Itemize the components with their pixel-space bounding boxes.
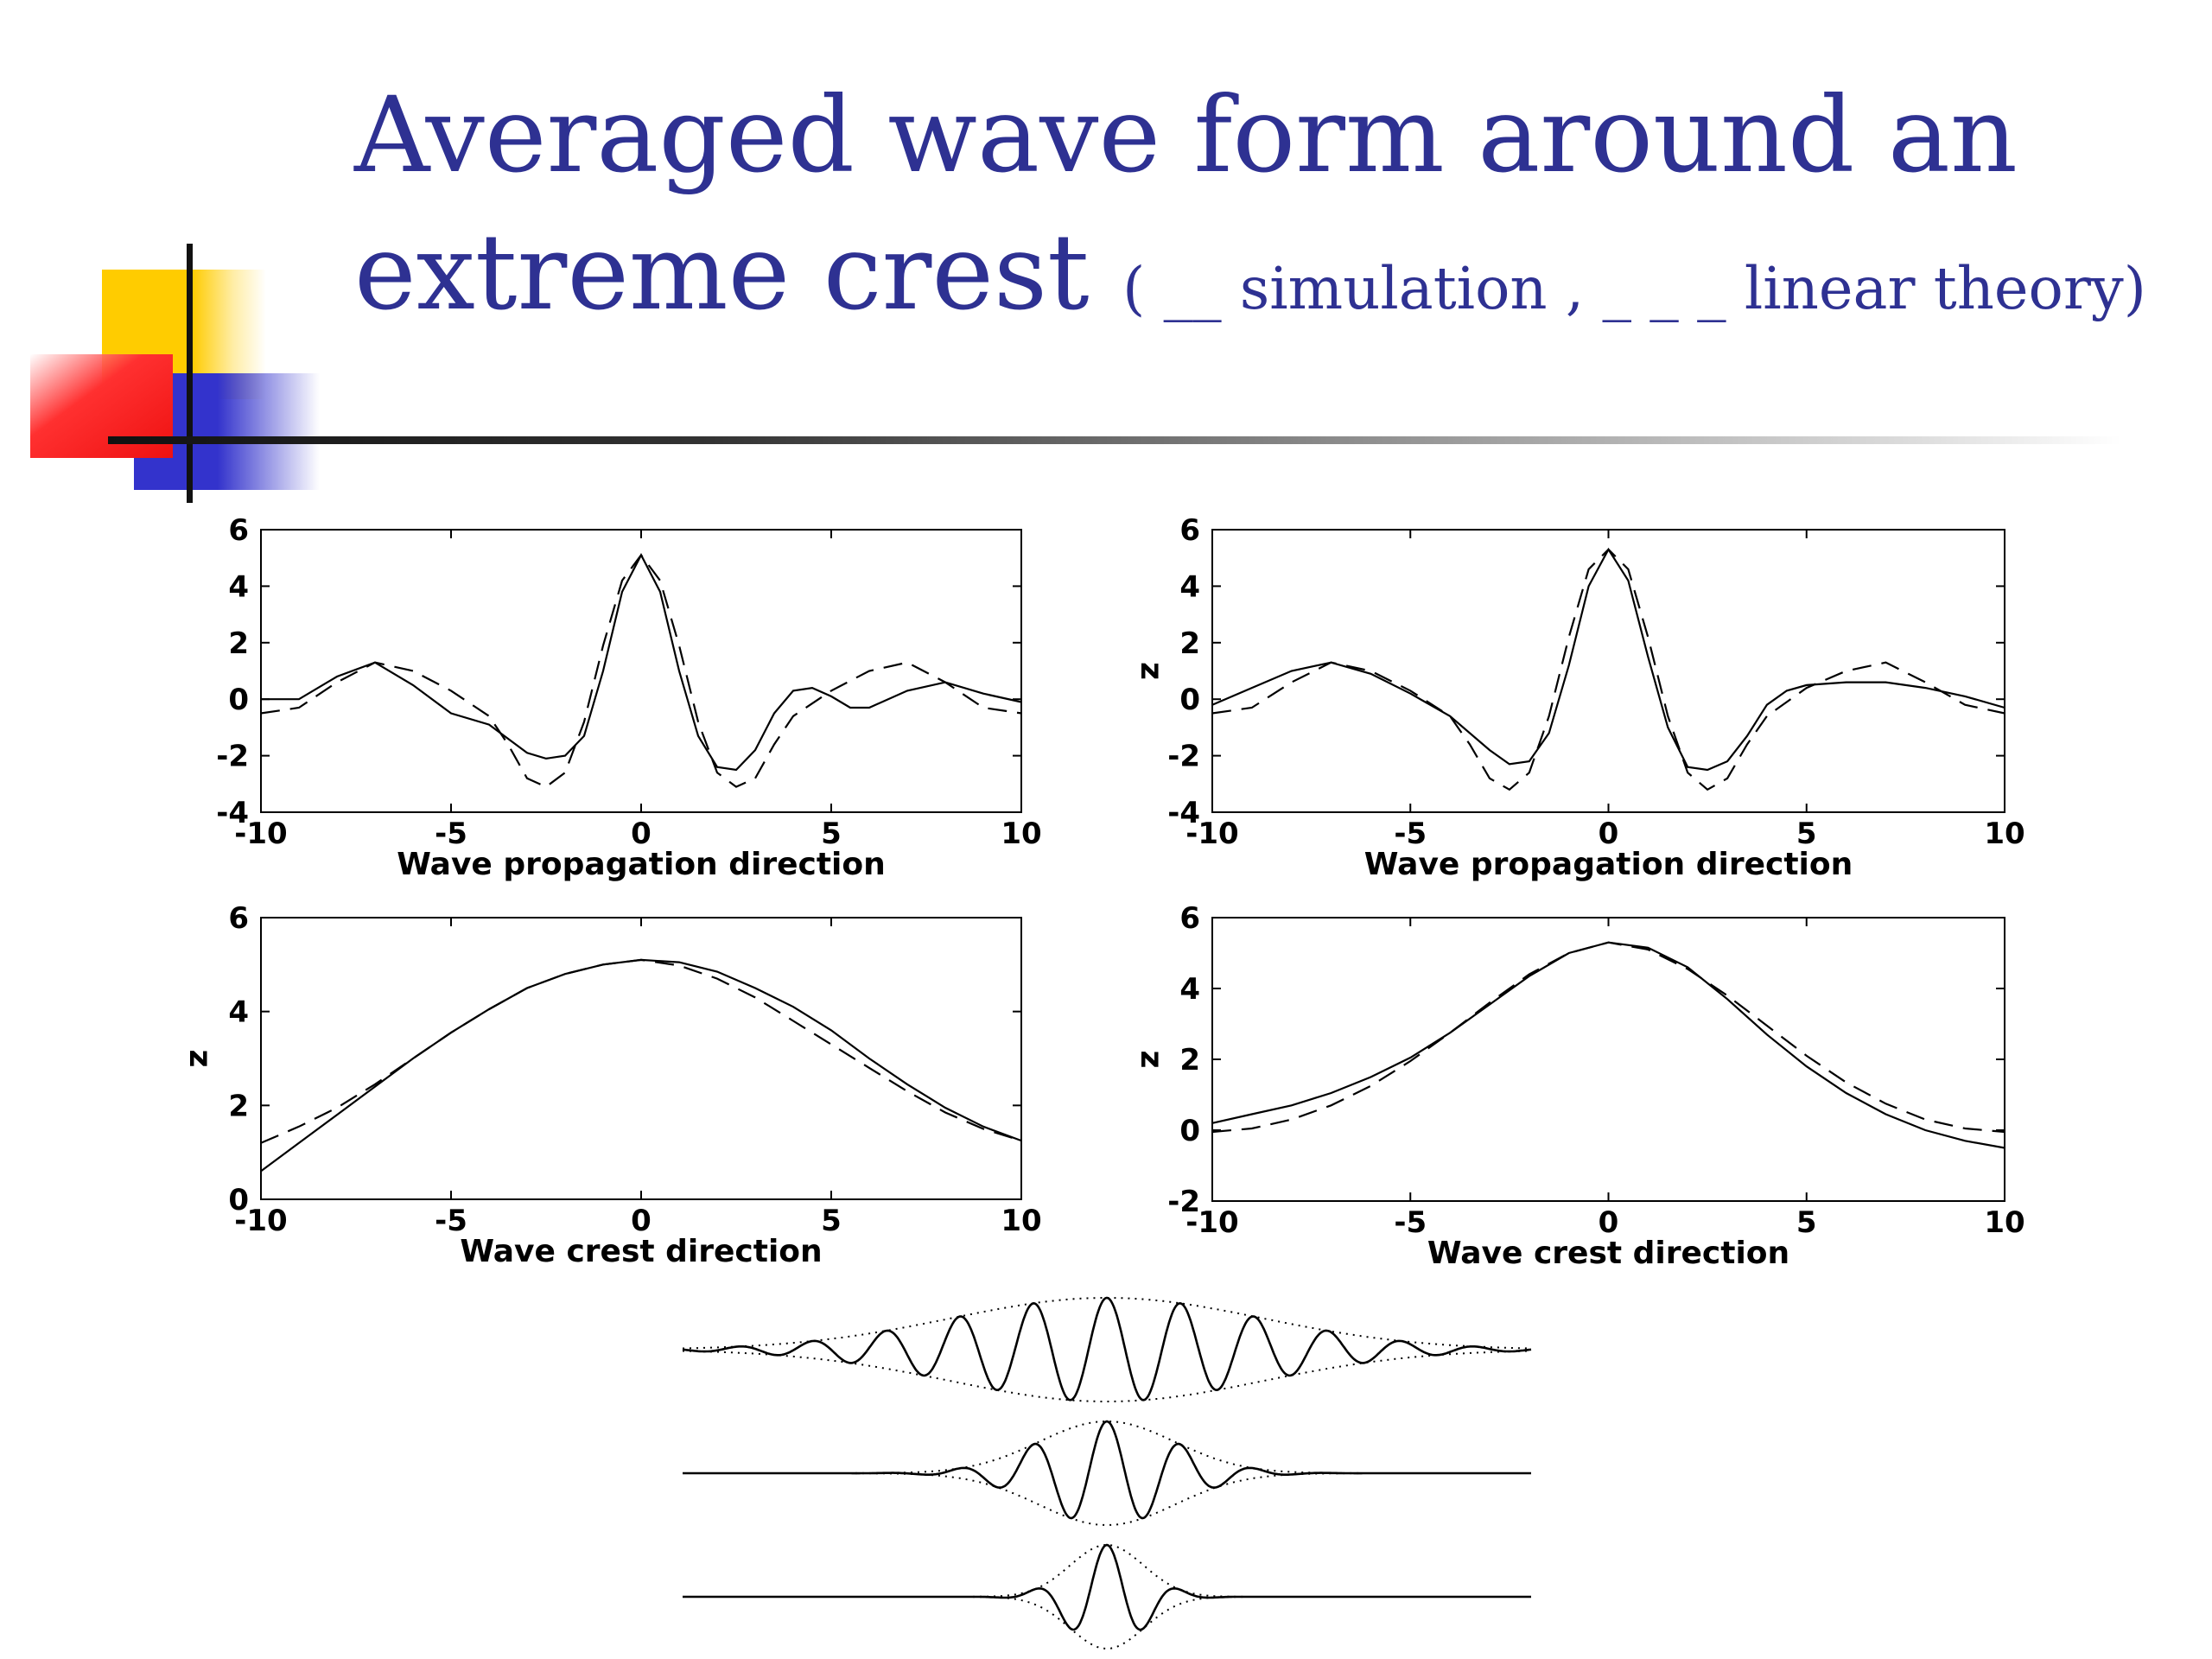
x-tick-label: 5 [1796,1205,1817,1240]
chart-top-right: -10 -5 0 5 10 -4 -2 0 2 4 6 Wave propagation direct… [1134,513,2025,882]
group-envelope-lower [683,1472,1531,1526]
x-tick-label: -10 [1185,817,1238,851]
y-tick-label: 6 [228,901,249,936]
y-tick-label: -2 [1167,1185,1200,1219]
horizontal-rule [108,436,2121,444]
y-tick-label: 4 [1179,972,1200,1007]
x-tick-label: -10 [234,817,287,851]
x-axis-label: Wave crest direction [460,1234,822,1269]
legend-note: ( __ simulation , _ _ _ linear theory) [1122,255,2146,322]
series-line-solid [261,553,1022,772]
y-axis-label: z [182,1050,218,1068]
y-tick-label: 2 [1179,1043,1200,1077]
y-tick-label: 4 [228,569,249,604]
y-tick-label: 0 [228,1183,249,1217]
y-tick-label: -4 [1167,796,1200,830]
x-tick-label: 10 [1984,1205,2024,1240]
wave-group-wide [682,1296,1532,1402]
group-envelope-lower [683,1596,1531,1649]
y-tick-label: 4 [1179,569,1200,604]
series-line-dashed [1211,941,2005,1134]
wave-group-sketches [682,1296,1532,1649]
x-tick-label: 5 [1796,817,1817,851]
slide-title-line-2: extreme crest ( __ simulation , _ _ _ li… [354,220,2146,325]
y-tick-label: 2 [228,626,249,661]
x-tick-label: 10 [1001,1204,1041,1238]
x-tick-label: -10 [1185,1205,1238,1240]
wave-group-narrow [683,1543,1531,1631]
wave-group-medium [683,1420,1531,1520]
x-axis-label: Wave crest direction [1427,1236,1789,1271]
x-tick-label: -5 [435,817,467,851]
y-tick-label: 0 [228,683,249,717]
x-tick-label: 0 [631,817,652,851]
series-line-dashed [1211,548,2005,791]
y-tick-label: 2 [1179,626,1200,661]
y-tick-label: -2 [216,740,249,774]
slide-title-line-1: Averaged wave form around an [354,74,2018,196]
y-tick-label: 6 [1179,901,1200,936]
y-tick-label: 0 [1179,1114,1200,1148]
y-tick-label: -4 [216,796,249,830]
chart-bottom-right: -10 -5 0 5 10 -2 0 2 4 6 Wave crest direction z [1134,901,2025,1271]
series-line-solid [1211,547,2005,772]
x-tick-label: -5 [1394,817,1427,851]
x-tick-label: -10 [234,1204,287,1238]
series-line-dashed [260,553,1022,788]
x-axis-label: Wave propagation direction [1364,847,1853,882]
y-tick-label: 2 [228,1089,249,1123]
x-tick-label: 0 [631,1204,652,1238]
group-envelope-upper [683,1544,1531,1598]
group-envelope-upper [683,1421,1531,1474]
x-axis-label: Wave propagation direction [397,847,886,882]
y-tick-label: 0 [1179,683,1200,717]
y-tick-label: -2 [1167,740,1200,774]
chart-bottom-left: -10 -5 0 5 10 0 2 4 6 Wave crest direction z [182,901,1042,1269]
group-envelope-lower [683,1350,1531,1402]
plot-frame [260,529,1022,813]
x-tick-label: 10 [1984,817,2024,851]
series-line-solid [260,958,1022,1173]
y-axis-label: z [1134,1051,1169,1069]
x-tick-label: 10 [1001,817,1041,851]
series-line-solid [1211,941,2005,1149]
y-tick-label: 6 [1179,513,1200,548]
x-tick-label: -5 [435,1204,467,1238]
x-tick-label: 0 [1599,817,1619,851]
plot-frame [1211,529,2005,813]
x-tick-label: 5 [821,817,842,851]
slide-title-text: extreme crest [354,212,1090,334]
y-axis-label: z [1134,662,1169,680]
series-line-dashed [260,958,1022,1144]
plot-frame [1211,917,2005,1202]
vertical-accent-line [187,244,193,503]
x-tick-label: 5 [821,1204,842,1238]
x-tick-label: 0 [1599,1205,1619,1240]
x-tick-label: -5 [1394,1205,1427,1240]
chart-top-left: -10 -5 0 5 10 -4 -2 0 2 4 6 Wave propagation direct… [216,513,1041,882]
y-tick-label: 4 [228,995,249,1030]
y-tick-label: 6 [228,513,249,548]
